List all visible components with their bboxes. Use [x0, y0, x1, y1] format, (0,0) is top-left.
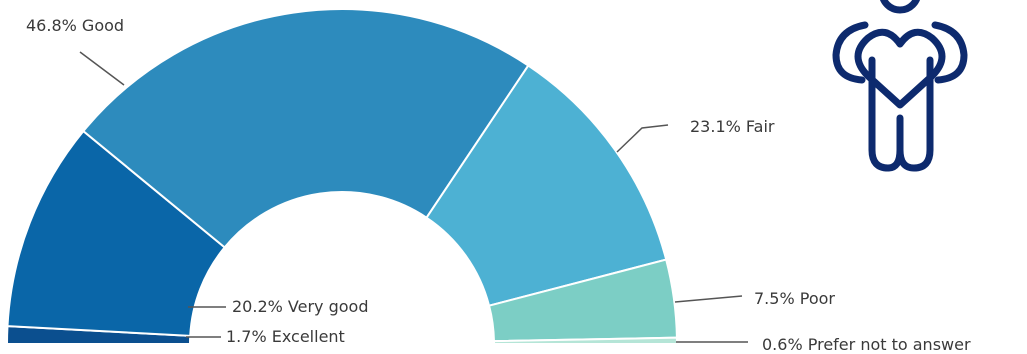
leader-poor [674, 295, 743, 303]
label-poor: 7.5% Poor [754, 289, 835, 308]
leader-fair [616, 124, 669, 153]
label-excellent: 1.7% Excellent [226, 327, 345, 346]
label-very-good: 20.2% Very good [232, 297, 368, 316]
icon-head [880, 0, 920, 14]
slice-fair [425, 64, 668, 307]
icon-heart [854, 28, 946, 109]
slices-group [5, 8, 679, 345]
slice-prefer-not-to-answer [492, 336, 679, 345]
leader-good [79, 51, 125, 86]
label-good: 46.8% Good [26, 16, 124, 35]
label-prefer-not: 0.6% Prefer not to answer [762, 335, 971, 354]
icon-body [868, 56, 934, 172]
label-fair: 23.1% Fair [690, 117, 775, 136]
person-holding-heart-icon [832, 0, 968, 172]
slice-good [81, 8, 530, 249]
icon-arms [832, 21, 968, 84]
